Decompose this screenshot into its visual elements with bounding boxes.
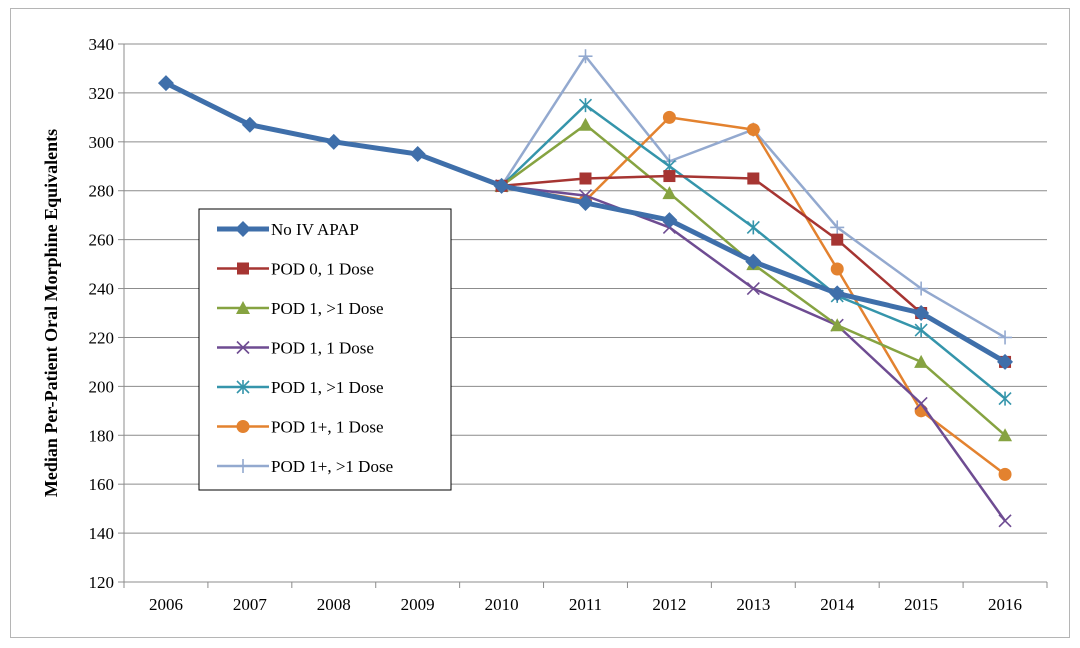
legend-item: POD 1+, >1 Dose [217,457,393,476]
marker-stroke [236,340,250,355]
series-4 [495,98,1012,406]
data-point [663,170,676,183]
legend-label: POD 1+, 1 Dose [271,418,384,437]
data-point [746,123,760,137]
data-point [998,514,1012,528]
legend-marker [236,340,250,355]
series-6 [494,49,1013,345]
data-point [746,220,760,235]
data-point [998,330,1013,345]
data-point [409,146,426,163]
axes: 120 140 160 180 200 220 240 260 280 300 320 340 2006… [89,35,1048,614]
y-tick-label: 200 [89,377,115,396]
series-lines [157,49,1014,528]
series-line [500,54,1006,339]
data-point [747,172,760,185]
y-tick-label: 240 [89,280,115,299]
data-point [578,117,593,131]
data-point [662,186,677,200]
y-tick-label: 260 [89,231,115,250]
y-tick-label: 340 [89,35,115,54]
data-point [914,354,929,368]
data-point [914,281,929,296]
x-tick-label: 2007 [233,595,268,614]
x-tick-label: 2008 [317,595,351,614]
data-point [998,428,1013,442]
legend-label: POD 1+, >1 Dose [271,457,393,476]
series-line [500,123,1006,437]
series-line [501,116,1006,476]
y-tick-label: 320 [89,84,115,103]
y-tick-label: 220 [89,328,115,347]
data-point [997,353,1014,370]
legend-item: POD 1, >1 Dose [217,299,384,318]
marker-stroke [914,396,928,411]
x-tick-label: 2009 [401,595,435,614]
data-point [578,98,593,113]
marker-stroke [746,281,760,296]
data-point [662,110,676,124]
data-point [493,177,510,194]
chart-frame: 120 140 160 180 200 220 240 260 280 300 320 340 2006… [10,8,1070,638]
y-tick-label: 280 [89,182,115,201]
legend-label: POD 1, >1 Dose [271,378,384,397]
data-point [998,467,1012,481]
data-point [746,281,760,296]
series-line [500,103,1006,400]
legend-marker [237,262,249,275]
data-point [577,194,594,211]
x-tick-label: 2010 [485,595,519,614]
data-point [913,305,930,321]
legend-label: POD 1, 1 Dose [271,339,374,358]
legend-item: POD 0, 1 Dose [217,260,374,279]
x-tick-label: 2016 [988,595,1022,614]
legend-label: POD 1, >1 Dose [271,299,384,318]
marker-stroke [998,514,1012,528]
y-tick-label: 140 [89,524,115,543]
data-point [661,212,678,229]
data-point [830,262,844,276]
data-point [830,220,845,235]
data-point [325,133,342,150]
data-point [157,75,174,92]
y-tick-label: 160 [89,475,115,494]
x-tick-label: 2015 [904,595,938,614]
x-tick-label: 2013 [736,595,770,614]
data-point [578,49,593,64]
series-0 [157,75,1014,370]
x-tick-label: 2011 [569,595,602,614]
data-point [831,233,844,246]
data-point [914,396,928,411]
data-point [829,285,846,302]
data-point [914,323,928,338]
legend-marker [235,221,251,237]
legend-marker [236,420,250,433]
x-tick-label: 2006 [149,595,183,614]
data-point [579,172,592,185]
y-tick-label: 120 [89,573,115,592]
legend-label: POD 0, 1 Dose [271,260,374,279]
series-2 [494,117,1013,442]
legend-item: POD 1, 1 Dose [217,339,374,358]
x-tick-label: 2012 [652,595,686,614]
series-line [501,184,1007,522]
legend-item: POD 1+, 1 Dose [217,418,384,437]
legend-marker [236,459,250,473]
line-chart: 120 140 160 180 200 220 240 260 280 300 320 340 2006… [41,35,1048,614]
legend-item: No IV APAP [217,220,359,239]
legend-label: No IV APAP [271,220,359,239]
y-axis-title: Median Per-Patient Oral Morphine Equival… [41,129,61,497]
y-tick-label: 300 [89,133,115,152]
data-point [241,116,258,133]
data-point [998,391,1012,406]
legend-marker [236,380,250,394]
y-tick-label: 180 [89,426,115,445]
legend-item: POD 1, >1 Dose [217,378,384,397]
data-point [830,318,845,332]
x-tick-label: 2014 [820,595,855,614]
legend: No IV APAP POD 0, 1 Dose POD 1, >1 Dose POD… [198,208,452,491]
legend-marker [236,301,250,314]
